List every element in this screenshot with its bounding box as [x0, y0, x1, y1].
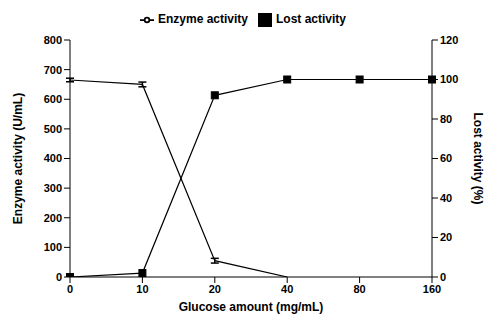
svg-text:160: 160 — [423, 283, 441, 295]
svg-text:100: 100 — [44, 241, 62, 253]
svg-text:Lost activity (%): Lost activity (%) — [471, 112, 485, 204]
svg-text:0: 0 — [67, 283, 73, 295]
svg-text:40: 40 — [281, 283, 293, 295]
svg-text:200: 200 — [44, 212, 62, 224]
svg-text:80: 80 — [440, 113, 452, 125]
svg-text:300: 300 — [44, 182, 62, 194]
svg-text:60: 60 — [440, 152, 452, 164]
svg-text:20: 20 — [440, 231, 452, 243]
svg-text:500: 500 — [44, 123, 62, 135]
svg-text:Enzyme activity (U/mL): Enzyme activity (U/mL) — [11, 93, 25, 224]
html-text:Lost activity: Lost activity — [276, 12, 346, 26]
svg-text:10: 10 — [136, 283, 148, 295]
svg-text:600: 600 — [44, 93, 62, 105]
svg-text:Glucose amount (mg/mL): Glucose amount (mg/mL) — [179, 300, 324, 314]
svg-text:0: 0 — [56, 271, 62, 283]
svg-text:80: 80 — [353, 283, 365, 295]
html-text:Enzyme activity: Enzyme activity — [158, 12, 248, 26]
svg-text:700: 700 — [44, 64, 62, 76]
svg-text:0: 0 — [440, 271, 446, 283]
svg-text:120: 120 — [440, 34, 458, 46]
svg-text:800: 800 — [44, 34, 62, 46]
svg-text:100: 100 — [440, 73, 458, 85]
svg-text:20: 20 — [209, 283, 221, 295]
svg-text:400: 400 — [44, 152, 62, 164]
svg-text:40: 40 — [440, 192, 452, 204]
